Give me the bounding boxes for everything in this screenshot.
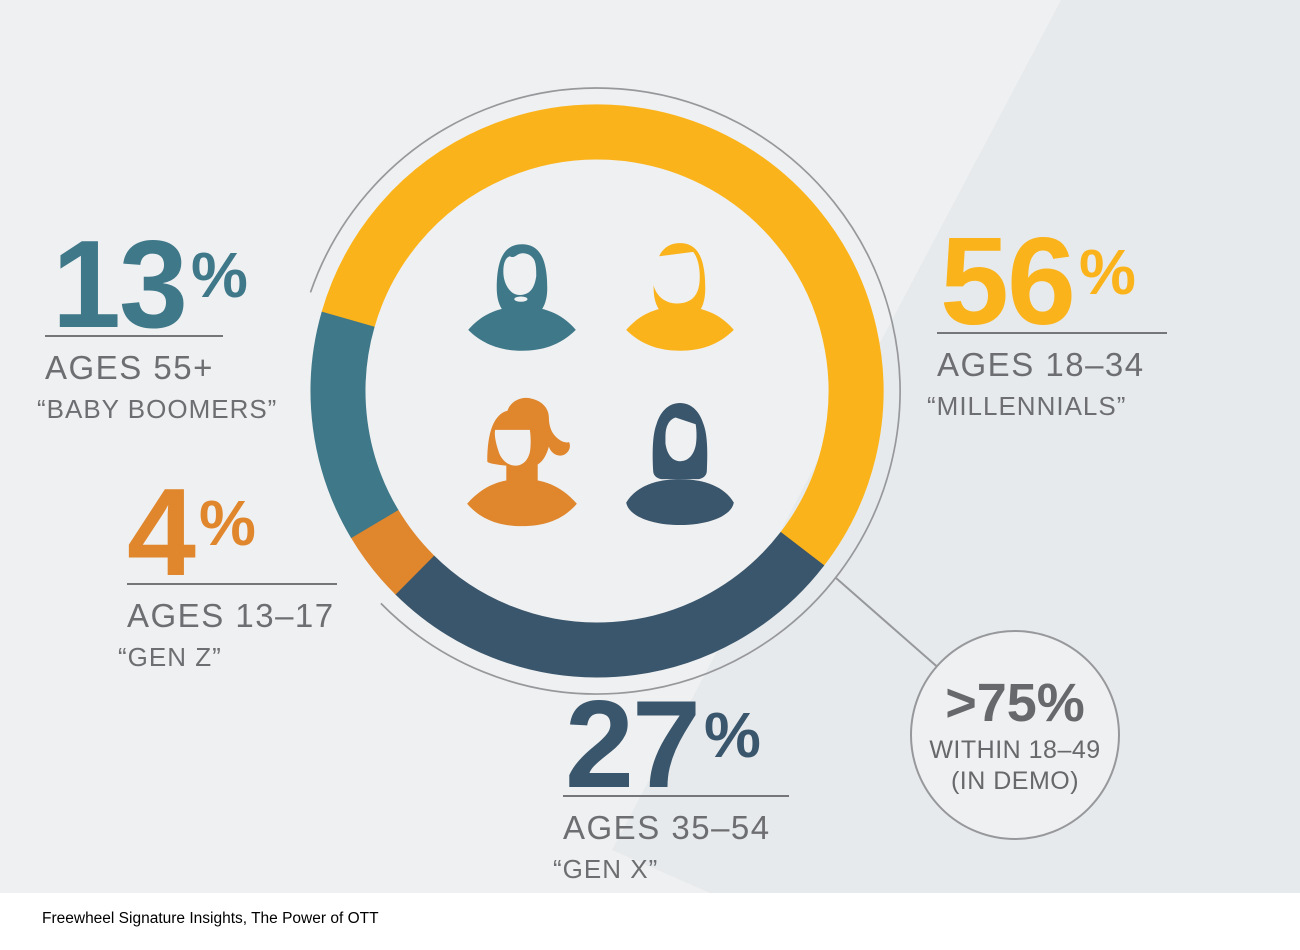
young-person-face (652, 251, 700, 304)
stat-value-ages-13-17: 4% (127, 464, 256, 602)
stat-value-ages-35-54: 27% (565, 676, 761, 814)
audience-avatars (467, 243, 734, 527)
donut-segment-AGES 35–54 (394, 531, 825, 678)
woman-long-hair-icon (626, 402, 734, 526)
stat-value-ages-55-plus: 13% (52, 216, 248, 354)
woman-long-hair-shoulders (626, 479, 734, 526)
stat-nickname: “GEN Z” (118, 642, 222, 672)
footer-strip: Freewheel Signature Insights, The Power … (0, 893, 1300, 950)
stat-block-ages-13-17: 4% AGES 13–17 “GEN Z” (118, 464, 337, 673)
donut-ring (310, 104, 884, 678)
stat-block-ages-18-34: 56% AGES 18–34 “MILLENNIALS” (927, 213, 1167, 422)
percent-sign: % (1078, 236, 1136, 308)
stat-underline (563, 795, 789, 797)
stat-block-ages-35-54: 27% AGES 35–54 “GEN X” (553, 676, 789, 885)
chart-decorations (309, 87, 1120, 840)
man-beard-mouth (514, 296, 528, 302)
woman-ponytail-face (494, 429, 531, 466)
young-person-shoulders (626, 306, 734, 351)
man-beard-shoulders (468, 306, 576, 351)
percent-sign: % (703, 699, 761, 771)
stat-underline (45, 335, 223, 337)
percent-sign: % (190, 239, 248, 311)
woman-ponytail-icon (467, 397, 577, 527)
donut-outline-arc (309, 87, 901, 695)
stat-nickname: “GEN X” (553, 854, 659, 884)
stat-age-range: AGES 18–34 (937, 346, 1145, 383)
man-beard-face (503, 253, 537, 295)
stat-value-ages-18-34: 56% (940, 213, 1136, 351)
man-beard-icon (468, 244, 576, 351)
stat-underline (937, 332, 1167, 334)
callout-bubble-circle (910, 630, 1120, 840)
stat-age-range: AGES 13–17 (127, 597, 335, 634)
stat-age-range: AGES 35–54 (563, 809, 771, 846)
stat-underline (127, 583, 337, 585)
percent-sign: % (198, 487, 256, 559)
donut-segment-AGES 55+ (310, 311, 399, 539)
donut-segment-AGES 18–34 (321, 104, 884, 567)
source-attribution: Freewheel Signature Insights, The Power … (42, 910, 379, 927)
callout-headline: >75% (945, 673, 1085, 733)
callout-line2: (IN DEMO) (950, 766, 1080, 795)
callout-bubble: >75% WITHIN 18–49 (IN DEMO) (905, 676, 1125, 795)
callout-line1: WITHIN 18–49 (929, 736, 1101, 764)
stat-age-range: AGES 55+ (45, 349, 214, 386)
young-person-icon (626, 243, 734, 351)
stat-nickname: “BABY BOOMERS” (37, 394, 278, 424)
stat-block-ages-55-plus: 13% AGES 55+ “BABY BOOMERS” (37, 216, 277, 425)
woman-ponytail-shoulders (467, 479, 577, 527)
woman-long-hair-face (665, 417, 697, 462)
stat-nickname: “MILLENNIALS” (927, 391, 1127, 421)
